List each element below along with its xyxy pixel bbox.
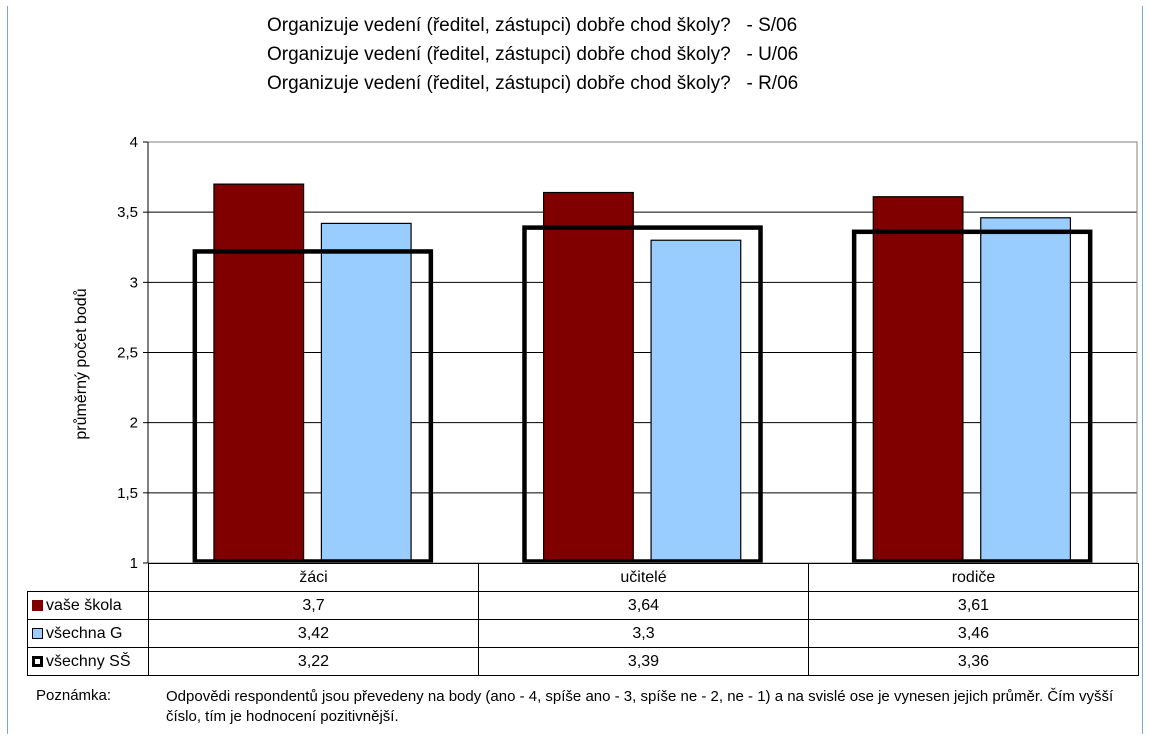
data-label: 3,3 — [478, 619, 809, 648]
legend-swatch-icon — [32, 655, 43, 667]
figure-frame — [7, 6, 1143, 734]
gridlines — [148, 211, 1137, 494]
category-label: žáci — [148, 563, 479, 592]
data-label: 3,39 — [478, 647, 809, 676]
outline-bar — [522, 225, 763, 564]
bar — [872, 196, 964, 564]
chart-data-table: žáci učitelé rodiče vaše škola 3,7 3,64 … — [27, 563, 1139, 676]
category-label: učitelé — [478, 563, 809, 592]
table-row: všechna G 3,42 3,3 3,46 — [27, 619, 1139, 648]
table-row: všechny SŠ 3,22 3,39 3,36 — [27, 647, 1139, 676]
y-tick-label: 3 — [130, 274, 138, 291]
series-name: všechna G — [46, 624, 123, 642]
bar — [213, 183, 305, 564]
y-tick-label: 2 — [130, 415, 138, 432]
legend-swatch-icon — [32, 599, 43, 611]
legend-entry: všechny SŠ — [27, 647, 149, 676]
data-label: 3,46 — [808, 619, 1139, 648]
data-label: 3,36 — [808, 647, 1139, 676]
note-label: Poznámka: — [36, 687, 112, 704]
y-tick-label: 1,5 — [117, 485, 138, 502]
y-tick-label: 3,5 — [117, 204, 138, 221]
outline-bar — [851, 229, 1093, 564]
bar — [650, 239, 742, 564]
data-label: 3,22 — [148, 647, 479, 676]
bar — [980, 217, 1072, 564]
bar — [320, 222, 412, 564]
y-tick-label: 2,5 — [117, 345, 138, 362]
chart-title-line-1: Organizuje vedení (ředitel, zástupci) do… — [267, 15, 798, 36]
bars — [192, 183, 1093, 564]
chart-title-line-2: Organizuje vedení (ředitel, zástupci) do… — [267, 44, 799, 65]
data-label: 3,42 — [148, 619, 479, 648]
chart-title-line-3: Organizuje vedení (ředitel, zástupci) do… — [267, 73, 799, 94]
series-name: všechny SŠ — [46, 652, 131, 670]
legend-entry: všechna G — [27, 619, 149, 648]
y-axis-label: průměrný počet bodů — [72, 288, 90, 439]
outline-bar — [192, 249, 434, 564]
bar — [542, 191, 634, 564]
table-header-row: žáci učitelé rodiče — [27, 563, 1139, 592]
y-tick-label: 4 — [130, 134, 138, 151]
data-label: 3,61 — [808, 591, 1139, 620]
data-label: 3,7 — [148, 591, 479, 620]
category-label: rodiče — [808, 563, 1139, 592]
y-axis-ticks: 43,532,521,51 — [117, 134, 148, 572]
table-corner — [27, 563, 149, 592]
series-name: vaše škola — [46, 596, 122, 614]
legend-swatch-icon — [32, 627, 43, 639]
data-label: 3,64 — [478, 591, 809, 620]
note-text: Odpovědi respondentů jsou převedeny na b… — [166, 688, 1114, 725]
table-row: vaše škola 3,7 3,64 3,61 — [27, 591, 1139, 620]
legend-entry: vaše škola — [27, 591, 149, 620]
